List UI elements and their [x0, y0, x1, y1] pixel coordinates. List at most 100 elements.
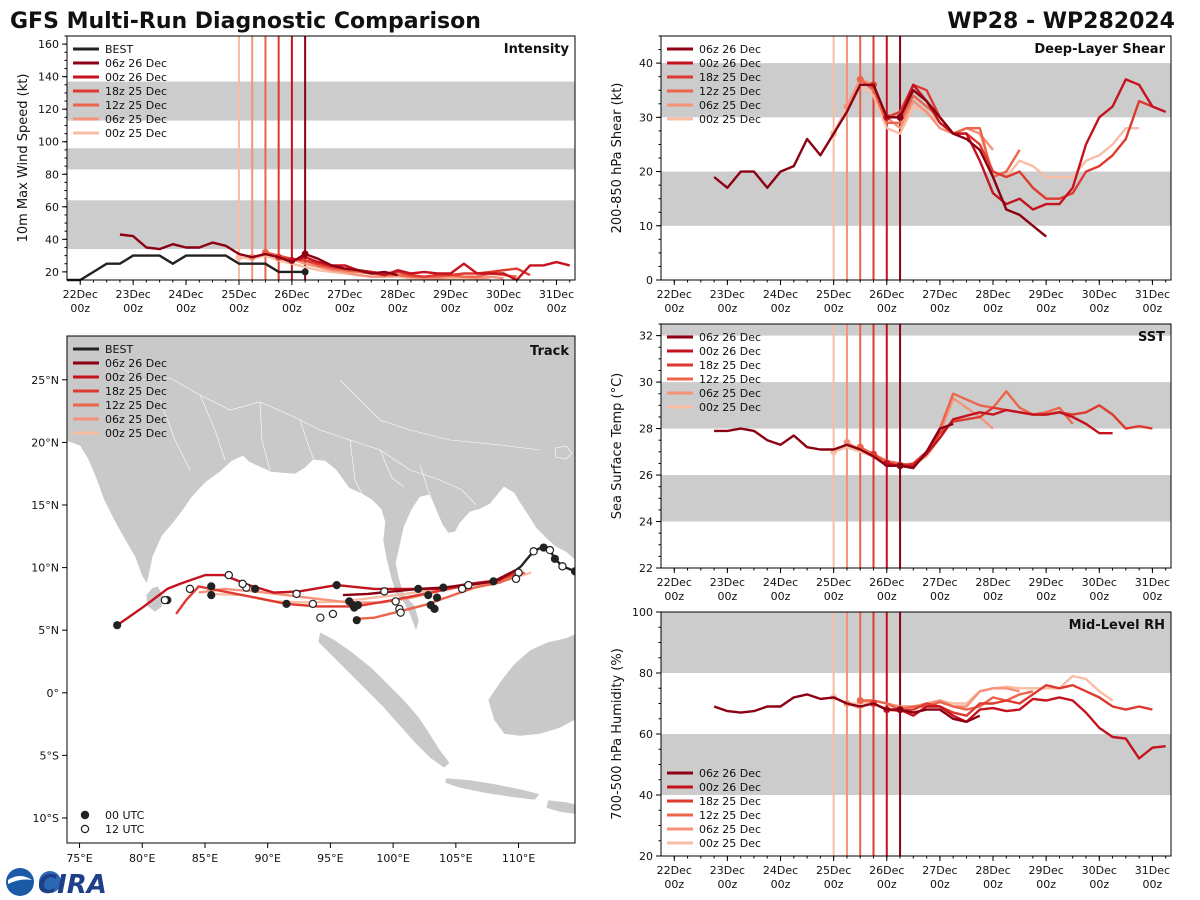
- rh-xtick-day: 28Dec: [975, 864, 1010, 877]
- sst-y-label: Sea Surface Temp (°C): [610, 373, 625, 520]
- sst-legend-label: 00z 25 Dec: [699, 401, 761, 414]
- shear-series-18z-25-dec: [872, 83, 1153, 200]
- intensity-ytick-label: 120: [38, 103, 59, 116]
- rh-xtick-hour: 00z: [877, 878, 897, 891]
- intensity-xtick-day: 31Dec: [539, 288, 574, 301]
- sst-xtick-day: 24Dec: [763, 576, 798, 589]
- rh-xtick-day: 25Dec: [816, 864, 851, 877]
- track-map-panel: 75°E 80°E 85°E 90°E 95°E 100°E 105°E 110°E 25°N 2…: [31, 335, 576, 865]
- intensity-xtick-hour: 00z: [335, 302, 355, 315]
- track-legend-label: 00z 25 Dec: [105, 427, 167, 440]
- rh-ytick-label: 100: [632, 606, 653, 619]
- shear-legend-label: 18z 25 Dec: [699, 71, 761, 84]
- track-marker-00utc: [426, 601, 435, 610]
- sst-title: SST: [1138, 330, 1165, 345]
- track-marker-12utc: [396, 608, 405, 617]
- rh-xtick-day: 26Dec: [869, 864, 904, 877]
- track-marker-12utc: [511, 574, 521, 584]
- intensity-ytick-label: 140: [38, 71, 59, 84]
- track-marker-12utc: [328, 609, 338, 619]
- rh-xtick-day: 29Dec: [1029, 864, 1064, 877]
- shear-x-ticks: 22Dec00z23Dec00z24Dec00z25Dec00z26Dec00z…: [657, 280, 1170, 315]
- track-marker-00utc: [207, 582, 216, 591]
- rh-legend-label: 06z 25 Dec: [699, 823, 761, 836]
- intensity-legend-label: 00z 26 Dec: [105, 71, 167, 84]
- intensity-xtick-hour: 00z: [547, 302, 567, 315]
- intensity-series: [67, 233, 570, 282]
- rh-xtick-day: 24Dec: [763, 864, 798, 877]
- track-xtick-label: 90°E: [254, 852, 280, 865]
- shear-band-0: [661, 171, 1171, 226]
- intensity-xtick-day: 24Dec: [168, 288, 203, 301]
- intensity-y-label: 10m Max Wind Speed (kt): [16, 74, 31, 243]
- track-marker-12utc: [160, 595, 170, 605]
- track-marker-00utc: [251, 584, 260, 593]
- intensity-ytick-label: 40: [45, 233, 59, 246]
- rh-y-ticks: 20 40 60 80 100: [632, 606, 661, 863]
- intensity-series-06z-26-dec: [119, 233, 398, 277]
- track-frame: [66, 335, 576, 844]
- cira-logo: CIRA: [6, 868, 107, 900]
- intensity-xtick-hour: 00z: [229, 302, 249, 315]
- rh-legend-label: 00z 25 Dec: [699, 837, 761, 850]
- intensity-y-ticks: 20 40 60 80 100 120 140 160: [38, 35, 67, 279]
- sst-xtick-hour: 00z: [1143, 590, 1163, 603]
- shear-y-ticks: 0 10 20 30 40: [639, 35, 661, 287]
- rh-xtick-day: 23Dec: [710, 864, 745, 877]
- rh-legend-label: 06z 26 Dec: [699, 767, 761, 780]
- intensity-xtick-day: 27Dec: [327, 288, 362, 301]
- intensity-series-18z-25-dec: [278, 256, 531, 278]
- intensity-xtick-hour: 00z: [123, 302, 143, 315]
- shear-xtick-hour: 00z: [1089, 302, 1109, 315]
- noaa-emblem-icon: [6, 868, 34, 896]
- track-marker-00utc: [207, 591, 216, 600]
- sst-xtick-hour: 00z: [930, 590, 950, 603]
- sst-ytick-label: 28: [639, 423, 653, 436]
- track-ytick-label: 20°N: [31, 436, 59, 449]
- land-asia-mainland: [67, 336, 575, 632]
- shear-xtick-day: 29Dec: [1029, 288, 1064, 301]
- shear-y-label: 200-850 hPa Shear (kt): [610, 83, 625, 234]
- shear-legend-label: 00z 25 Dec: [699, 113, 761, 126]
- sst-xtick-hour: 00z: [824, 590, 844, 603]
- rh-xtick-hour: 00z: [930, 878, 950, 891]
- track-marker-12utc: [308, 599, 318, 609]
- track-marker-12utc: [316, 613, 325, 622]
- intensity-legend-label: 12z 25 Dec: [105, 99, 167, 112]
- sst-xtick-hour: 00z: [771, 590, 791, 603]
- sst-xtick-hour: 00z: [877, 590, 897, 603]
- shear-legend-label: 12z 25 Dec: [699, 85, 761, 98]
- sst-ytick-label: 24: [639, 516, 653, 529]
- land-sumatra: [317, 631, 451, 769]
- intensity-xtick-hour: 00z: [176, 302, 196, 315]
- intensity-legend-label: BEST: [105, 43, 133, 56]
- intensity-ytick-label: 60: [45, 201, 59, 214]
- track-ytick-label: 10°S: [33, 812, 59, 825]
- intensity-bands: [67, 81, 575, 250]
- rh-ytick-label: 80: [639, 667, 653, 680]
- intensity-ytick-label: 20: [45, 266, 59, 279]
- track-legend-label: 00z 26 Dec: [105, 371, 167, 384]
- track-ytick-label: 5°N: [38, 624, 59, 637]
- track-marker-00utc: [432, 593, 442, 602]
- shear-ytick-label: 30: [639, 111, 653, 124]
- sst-xtick-day: 25Dec: [816, 576, 851, 589]
- intensity-legend-label: 06z 26 Dec: [105, 57, 167, 70]
- intensity-xtick-day: 25Dec: [221, 288, 256, 301]
- shear-init-point-12z-25-dec: [856, 75, 864, 83]
- intensity-xtick-day: 26Dec: [274, 288, 309, 301]
- shear-xtick-hour: 00z: [664, 302, 684, 315]
- rh-xtick-hour: 00z: [824, 878, 844, 891]
- shear-xtick-day: 31Dec: [1135, 288, 1170, 301]
- sst-legend-label: 06z 26 Dec: [699, 331, 761, 344]
- intensity-band-0: [67, 200, 575, 250]
- sst-xtick-hour: 00z: [718, 590, 738, 603]
- shear-init-point-06z-26-dec: [896, 113, 904, 121]
- rh-xtick-day: 22Dec: [657, 864, 692, 877]
- sst-legend-label: 18z 25 Dec: [699, 359, 761, 372]
- sst-series: [714, 390, 1153, 470]
